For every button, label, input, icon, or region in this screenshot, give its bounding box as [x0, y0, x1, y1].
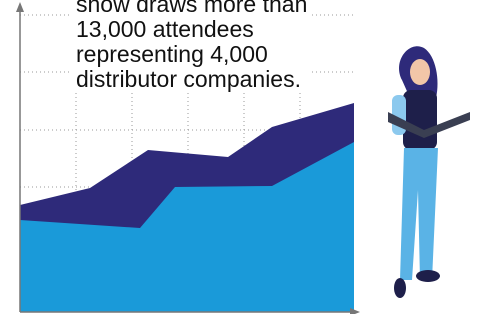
- infographic: show draws more than 13,000 attendees re…: [0, 0, 482, 314]
- caption: show draws more than 13,000 attendees re…: [72, 0, 311, 92]
- caption-line: show draws more than: [76, 0, 307, 17]
- caption-line: representing 4,000: [76, 42, 307, 67]
- caption-line: distributor companies.: [76, 67, 307, 92]
- woman-figure: [388, 46, 470, 298]
- caption-line: 13,000 attendees: [76, 17, 307, 42]
